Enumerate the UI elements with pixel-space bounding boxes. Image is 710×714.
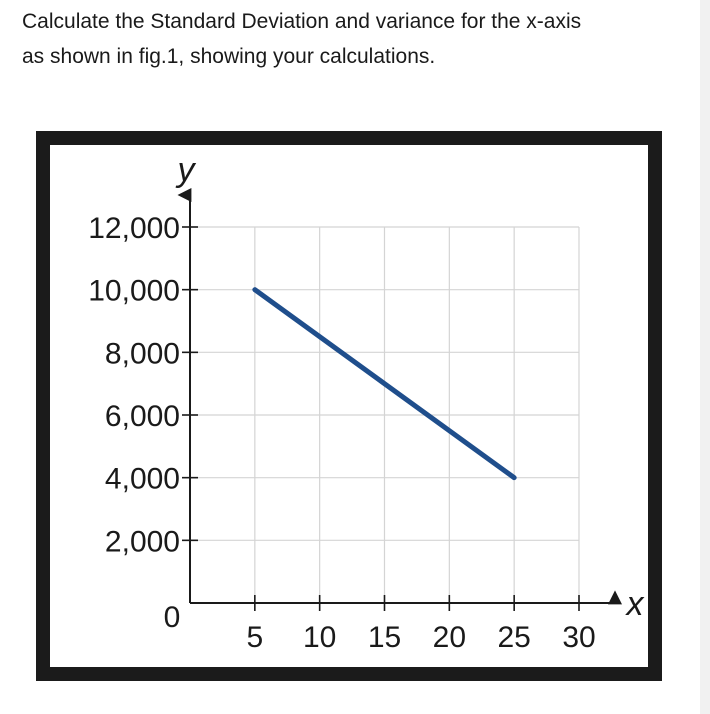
x-tick-label-15: 15 (368, 621, 401, 654)
plot-panel: 2,000 4,000 6,000 8,000 10,000 12,000 5 10 15 20 2… (50, 145, 648, 667)
tick-labels: 2,000 4,000 6,000 8,000 10,000 12,000 5 10 15 20 2… (88, 151, 644, 654)
y-tick-label-2000: 2,000 (105, 525, 180, 558)
axes (177, 188, 622, 611)
x-tick-label-10: 10 (303, 621, 336, 654)
series-line-0 (252, 287, 517, 481)
question-text: Calculate the Standard Deviation and var… (22, 4, 682, 74)
line-chart: 2,000 4,000 6,000 8,000 10,000 12,000 5 10 15 20 2… (88, 151, 644, 654)
x-axis-label: x (625, 585, 645, 623)
question-line-2: as shown in fig.1, showing your calculat… (22, 45, 436, 68)
scrollbar-track[interactable] (700, 0, 710, 714)
x-tick-label-5: 5 (246, 621, 263, 654)
origin-label: 0 (164, 601, 181, 634)
y-axis-label: y (176, 151, 197, 189)
figure-frame: 2,000 4,000 6,000 8,000 10,000 12,000 5 10 15 20 2… (36, 131, 662, 681)
x-tick-label-20: 20 (433, 621, 466, 654)
series-lines (252, 287, 517, 481)
y-tick-label-8000: 8,000 (105, 337, 180, 370)
y-tick-label-12000: 12,000 (88, 212, 180, 245)
question-line-1: Calculate the Standard Deviation and var… (22, 10, 582, 33)
grid-lines (190, 226, 580, 603)
y-tick-label-6000: 6,000 (105, 400, 180, 433)
y-tick-label-4000: 4,000 (105, 463, 180, 496)
y-tick-label-10000: 10,000 (88, 275, 180, 308)
x-tick-label-25: 25 (497, 621, 530, 654)
x-tick-label-30: 30 (562, 621, 595, 654)
